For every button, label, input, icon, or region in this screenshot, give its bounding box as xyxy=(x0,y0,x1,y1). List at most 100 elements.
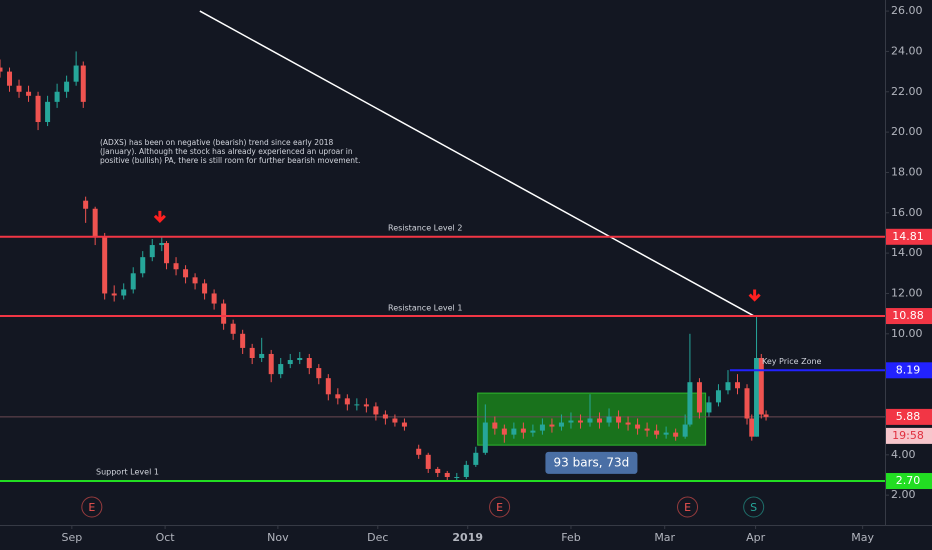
candle-body xyxy=(511,428,517,435)
candle-body xyxy=(696,382,702,413)
candle-body xyxy=(0,67,3,72)
candle-body xyxy=(530,430,536,433)
x-tick-label: Mar xyxy=(654,531,675,544)
candle-body xyxy=(35,95,41,123)
candle-body xyxy=(473,452,479,465)
candle-body xyxy=(202,283,208,294)
level-price-box xyxy=(886,473,932,490)
arrow xyxy=(748,289,761,302)
candle-body xyxy=(735,382,740,389)
level-price-box xyxy=(886,362,932,379)
level-price: 14.81 xyxy=(892,230,924,243)
x-tick-label: Feb xyxy=(561,531,580,544)
note-line: (January). Although the stock has alread… xyxy=(100,147,353,156)
candle-body xyxy=(45,101,51,123)
last-price-box xyxy=(886,408,932,425)
candle-body xyxy=(354,404,360,406)
candle-body xyxy=(249,347,255,359)
candle-body xyxy=(316,368,322,379)
candle-body xyxy=(725,382,731,391)
candle-body xyxy=(715,390,721,403)
candle-body xyxy=(287,360,293,365)
candle-body xyxy=(183,269,189,278)
candle-body xyxy=(335,394,341,399)
countdown: 19:58 xyxy=(892,429,924,442)
candle-body xyxy=(558,422,564,427)
candle-body xyxy=(435,468,441,473)
x-tick-label: Dec xyxy=(367,531,388,544)
event-label: E xyxy=(88,501,95,514)
candle-body xyxy=(140,257,146,274)
level-price: 8.19 xyxy=(896,363,921,376)
candle-body xyxy=(83,200,89,209)
candle-body xyxy=(54,91,60,102)
event-label: S xyxy=(750,501,757,514)
candle-body xyxy=(482,422,488,453)
candle-body xyxy=(26,91,32,96)
level-name: Resistance Level 2 xyxy=(388,223,462,232)
y-tick-label: 24.00 xyxy=(891,44,923,57)
x-tick-label: Sep xyxy=(61,531,82,544)
candle-body xyxy=(159,243,165,246)
candle-body xyxy=(325,378,331,395)
candle-body xyxy=(416,448,422,455)
candle-body xyxy=(625,422,631,425)
y-tick-label: 4.00 xyxy=(891,448,916,461)
candle-body xyxy=(597,418,603,423)
candle-body xyxy=(149,245,155,258)
candle-body xyxy=(635,424,641,429)
candle-body xyxy=(577,420,583,423)
candle-body xyxy=(673,432,679,437)
candle-body xyxy=(606,416,612,423)
candle-body xyxy=(654,430,660,435)
candle-body xyxy=(454,476,460,478)
level-price: 10.88 xyxy=(892,309,924,322)
candle-body xyxy=(344,398,350,405)
candle-body xyxy=(616,416,622,423)
level-name: Key Price Zone xyxy=(762,357,822,366)
candle-body xyxy=(64,81,70,92)
range-label: 93 bars, 73d xyxy=(554,455,630,469)
y-tick-label: 16.00 xyxy=(891,206,923,219)
x-tick-label: May xyxy=(851,531,874,544)
candle-body xyxy=(549,424,555,427)
candle-body xyxy=(73,65,79,82)
countdown-box xyxy=(886,427,932,444)
x-tick-label: Apr xyxy=(746,531,766,544)
candle-body xyxy=(763,414,769,417)
candle-body xyxy=(130,273,136,290)
y-tick-label: 20.00 xyxy=(891,125,923,138)
x-tick-label: 2019 xyxy=(452,531,483,544)
candle-body xyxy=(663,432,669,435)
y-tick-label: 26.00 xyxy=(891,4,923,17)
candle-body xyxy=(173,263,179,270)
event-marker xyxy=(677,496,699,518)
level-price-box xyxy=(886,228,932,245)
level-price-box xyxy=(886,308,932,325)
candle-body xyxy=(749,418,755,437)
candle-body xyxy=(268,353,274,375)
candle-body xyxy=(501,428,507,435)
candle-body xyxy=(240,333,246,348)
candle-body xyxy=(520,428,526,433)
candle-body xyxy=(164,243,170,264)
candle-body xyxy=(682,424,688,437)
candle-body xyxy=(230,323,236,334)
candle-body xyxy=(706,402,712,413)
y-tick-label: 14.00 xyxy=(891,246,923,259)
event-label: E xyxy=(496,501,503,514)
candle-body xyxy=(306,358,312,369)
candle-body xyxy=(92,208,98,237)
candle-body xyxy=(297,358,303,361)
level-name: Resistance Level 1 xyxy=(388,304,462,313)
candle-body xyxy=(401,422,407,427)
plot-area xyxy=(0,10,885,482)
candle-body xyxy=(192,277,198,284)
candle-body xyxy=(687,382,693,425)
candle-body xyxy=(444,472,450,477)
candle-body xyxy=(463,464,469,477)
event-marker xyxy=(743,496,765,518)
last-price: 5.88 xyxy=(896,410,921,423)
